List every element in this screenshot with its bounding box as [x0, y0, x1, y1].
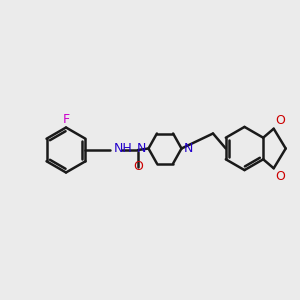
Text: F: F: [62, 113, 70, 126]
Text: O: O: [275, 114, 285, 127]
Text: O: O: [275, 170, 285, 183]
Text: N: N: [184, 142, 193, 155]
Text: NH: NH: [113, 142, 132, 155]
Text: N: N: [137, 142, 146, 155]
Text: O: O: [133, 160, 143, 173]
